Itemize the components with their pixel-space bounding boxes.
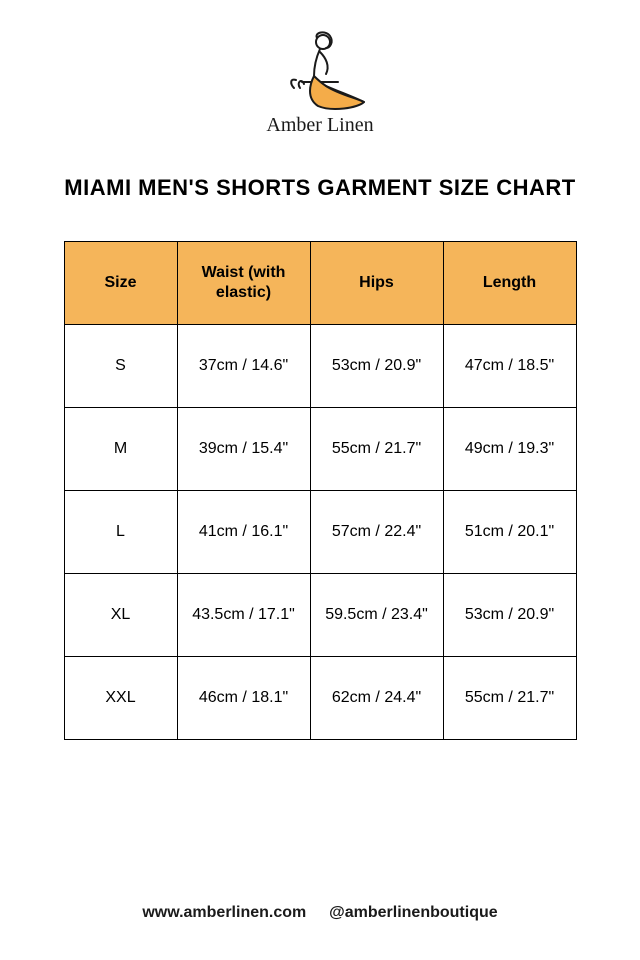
cell-size: M xyxy=(64,408,177,491)
cell-length: 53cm / 20.9" xyxy=(443,574,576,657)
cell-hips: 53cm / 20.9" xyxy=(310,325,443,408)
brand-logo: Amber Linen xyxy=(260,28,380,137)
cell-waist: 39cm / 15.4" xyxy=(177,408,310,491)
brand-name: Amber Linen xyxy=(266,114,373,137)
col-hips: Hips xyxy=(310,242,443,325)
woman-logo-icon xyxy=(260,28,380,118)
cell-waist: 46cm / 18.1" xyxy=(177,657,310,740)
cell-waist: 41cm / 16.1" xyxy=(177,491,310,574)
cell-length: 47cm / 18.5" xyxy=(443,325,576,408)
cell-waist: 43.5cm / 17.1" xyxy=(177,574,310,657)
cell-length: 51cm / 20.1" xyxy=(443,491,576,574)
cell-hips: 59.5cm / 23.4" xyxy=(310,574,443,657)
table-row: M 39cm / 15.4" 55cm / 21.7" 49cm / 19.3" xyxy=(64,408,576,491)
page-title: MIAMI MEN'S SHORTS GARMENT SIZE CHART xyxy=(64,175,575,201)
cell-size: XXL xyxy=(64,657,177,740)
col-length: Length xyxy=(443,242,576,325)
table-row: S 37cm / 14.6" 53cm / 20.9" 47cm / 18.5" xyxy=(64,325,576,408)
cell-waist: 37cm / 14.6" xyxy=(177,325,310,408)
table-header-row: Size Waist (with elastic) Hips Length xyxy=(64,242,576,325)
cell-length: 55cm / 21.7" xyxy=(443,657,576,740)
page: Amber Linen MIAMI MEN'S SHORTS GARMENT S… xyxy=(0,0,640,960)
cell-size: L xyxy=(64,491,177,574)
col-size: Size xyxy=(64,242,177,325)
footer: www.amberlinen.com @amberlinenboutique xyxy=(0,904,640,922)
size-table-wrap: Size Waist (with elastic) Hips Length S … xyxy=(64,241,577,740)
footer-website: www.amberlinen.com xyxy=(142,904,306,921)
table-row: XXL 46cm / 18.1" 62cm / 24.4" 55cm / 21.… xyxy=(64,657,576,740)
cell-hips: 55cm / 21.7" xyxy=(310,408,443,491)
cell-hips: 57cm / 22.4" xyxy=(310,491,443,574)
size-table: Size Waist (with elastic) Hips Length S … xyxy=(64,241,577,740)
cell-length: 49cm / 19.3" xyxy=(443,408,576,491)
cell-size: S xyxy=(64,325,177,408)
table-row: L 41cm / 16.1" 57cm / 22.4" 51cm / 20.1" xyxy=(64,491,576,574)
footer-handle: @amberlinenboutique xyxy=(329,904,498,921)
cell-hips: 62cm / 24.4" xyxy=(310,657,443,740)
cell-size: XL xyxy=(64,574,177,657)
table-row: XL 43.5cm / 17.1" 59.5cm / 23.4" 53cm / … xyxy=(64,574,576,657)
col-waist: Waist (with elastic) xyxy=(177,242,310,325)
